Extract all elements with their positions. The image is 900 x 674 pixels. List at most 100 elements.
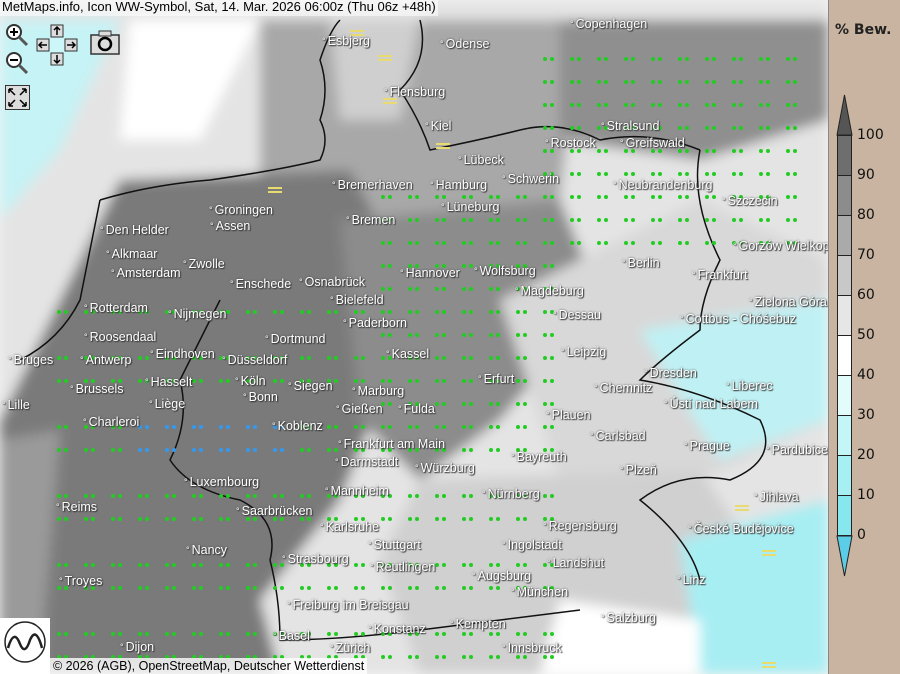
rain-symbol-icon <box>624 140 635 158</box>
city-dot-icon: ° <box>570 19 574 29</box>
city-name: Osnabrück <box>304 275 366 289</box>
rain-symbol-icon <box>489 485 500 503</box>
city-name: Bonn <box>248 390 278 404</box>
rain-symbol-icon <box>543 163 554 181</box>
city-dot-icon: ° <box>511 587 515 597</box>
city-dot-icon: ° <box>474 266 478 276</box>
city-label: ° Flensburg <box>384 85 445 99</box>
rain-symbol-icon <box>381 393 392 411</box>
fog-symbol-icon <box>735 505 749 511</box>
city-label: ° Rostock <box>545 136 596 150</box>
city-dot-icon: ° <box>235 376 239 386</box>
colorbar-under-arrow <box>836 535 853 577</box>
city-label: ° Kempten <box>450 617 506 631</box>
rain-symbol-icon <box>300 554 311 572</box>
city-dot-icon: ° <box>594 383 598 393</box>
city-label: ° Rotterdam <box>84 301 148 315</box>
rain-symbol-icon <box>543 416 554 434</box>
city-name: Konstanz <box>373 622 426 636</box>
rain-symbol-icon <box>489 416 500 434</box>
rain-symbol-icon <box>138 577 149 595</box>
rain-symbol-icon <box>408 186 419 204</box>
colorbar-tick-label: 90 <box>857 167 875 183</box>
rain-symbol-icon <box>435 416 446 434</box>
city-label: ° Antwerp <box>80 353 131 367</box>
city-name: Hasselt <box>150 375 193 389</box>
weather-map[interactable]: ° Copenhagen ° Esbjerg ° Odense ° Flensburg ° Kie… <box>0 0 828 674</box>
city-name: Freiburg im Breisgau <box>292 598 409 612</box>
screenshot-button[interactable] <box>90 29 120 60</box>
rain-symbol-icon <box>705 209 716 227</box>
rain-symbol-icon <box>516 623 527 641</box>
rain-symbol-icon <box>246 347 257 365</box>
city-name: Würzburg <box>420 461 475 475</box>
city-dot-icon: ° <box>325 486 329 496</box>
city-name: Frankfurt am Main <box>343 437 446 451</box>
fog-symbol-icon <box>383 98 397 104</box>
rain-symbol-icon <box>678 71 689 89</box>
rain-symbol-icon <box>705 232 716 250</box>
rain-symbol-icon <box>354 301 365 319</box>
city-label: ° České Budějovice <box>688 522 794 536</box>
rain-symbol-icon <box>192 508 203 526</box>
city-name: Zwolle <box>188 257 225 271</box>
city-dot-icon: ° <box>59 576 63 586</box>
city-name: Liège <box>154 397 186 411</box>
fog-symbol-icon <box>436 143 450 149</box>
city-name: Ústí nad Labem <box>669 397 758 411</box>
city-dot-icon: ° <box>83 417 87 427</box>
rain-symbol-icon <box>462 439 473 457</box>
rain-symbol-icon <box>84 508 95 526</box>
rain-symbol-icon <box>597 209 608 227</box>
zoom-out-button[interactable] <box>4 50 30 81</box>
rain-symbol-icon <box>759 186 770 204</box>
rain-symbol-icon <box>354 416 365 434</box>
city-name: Chemnitz <box>599 381 653 395</box>
city-label: ° Zürich <box>330 641 370 655</box>
city-name: Greifswald <box>625 136 685 150</box>
rain-symbol-icon <box>84 416 95 434</box>
rain-symbol-icon <box>273 623 284 641</box>
rain-symbol-icon <box>138 347 149 365</box>
city-dot-icon: ° <box>184 477 188 487</box>
colorbar-tick-label: 50 <box>857 327 875 343</box>
rain-symbol-icon <box>300 370 311 388</box>
city-dot-icon: ° <box>332 180 336 190</box>
rain-symbol-icon <box>489 646 500 664</box>
rain-symbol-icon <box>219 301 230 319</box>
rain-symbol-icon <box>516 278 527 296</box>
city-name: Odense <box>445 37 490 51</box>
colorbar-over-arrow <box>836 94 853 136</box>
rain-symbol-icon <box>786 140 797 158</box>
rain-symbol-icon <box>300 508 311 526</box>
metmaps-logo[interactable] <box>0 618 50 674</box>
city-name: Fulda <box>403 402 435 416</box>
city-name: Kassel <box>391 347 430 361</box>
rain-symbol-icon <box>273 301 284 319</box>
rain-symbol-icon <box>300 347 311 365</box>
pan-control[interactable] <box>36 24 78 71</box>
rain-symbol-icon <box>597 140 608 158</box>
rain-symbol-icon <box>435 577 446 595</box>
rain-symbol-icon <box>651 186 662 204</box>
zoom-in-button[interactable] <box>4 22 30 53</box>
city-dot-icon: ° <box>561 347 565 357</box>
rain-symbol-icon <box>381 485 392 503</box>
rain-symbol-icon <box>678 48 689 66</box>
rain-symbol-icon <box>246 554 257 572</box>
city-name: Jihlava <box>759 490 799 504</box>
city-dot-icon: ° <box>450 619 454 629</box>
rain-symbol-icon <box>435 646 446 664</box>
rain-symbol-icon <box>219 577 230 595</box>
city-label: ° Zielona Góra <box>749 295 827 309</box>
fullscreen-button[interactable] <box>5 85 30 115</box>
rain-symbol-icon <box>165 301 176 319</box>
rain-symbol-icon <box>300 416 311 434</box>
rain-symbol-icon <box>111 439 122 457</box>
rain-symbol-icon <box>84 577 95 595</box>
city-dot-icon: ° <box>722 196 726 206</box>
rain-symbol-icon <box>624 232 635 250</box>
rain-symbol-icon <box>381 577 392 595</box>
rain-symbol-icon <box>408 416 419 434</box>
city-name: Assen <box>215 219 251 233</box>
